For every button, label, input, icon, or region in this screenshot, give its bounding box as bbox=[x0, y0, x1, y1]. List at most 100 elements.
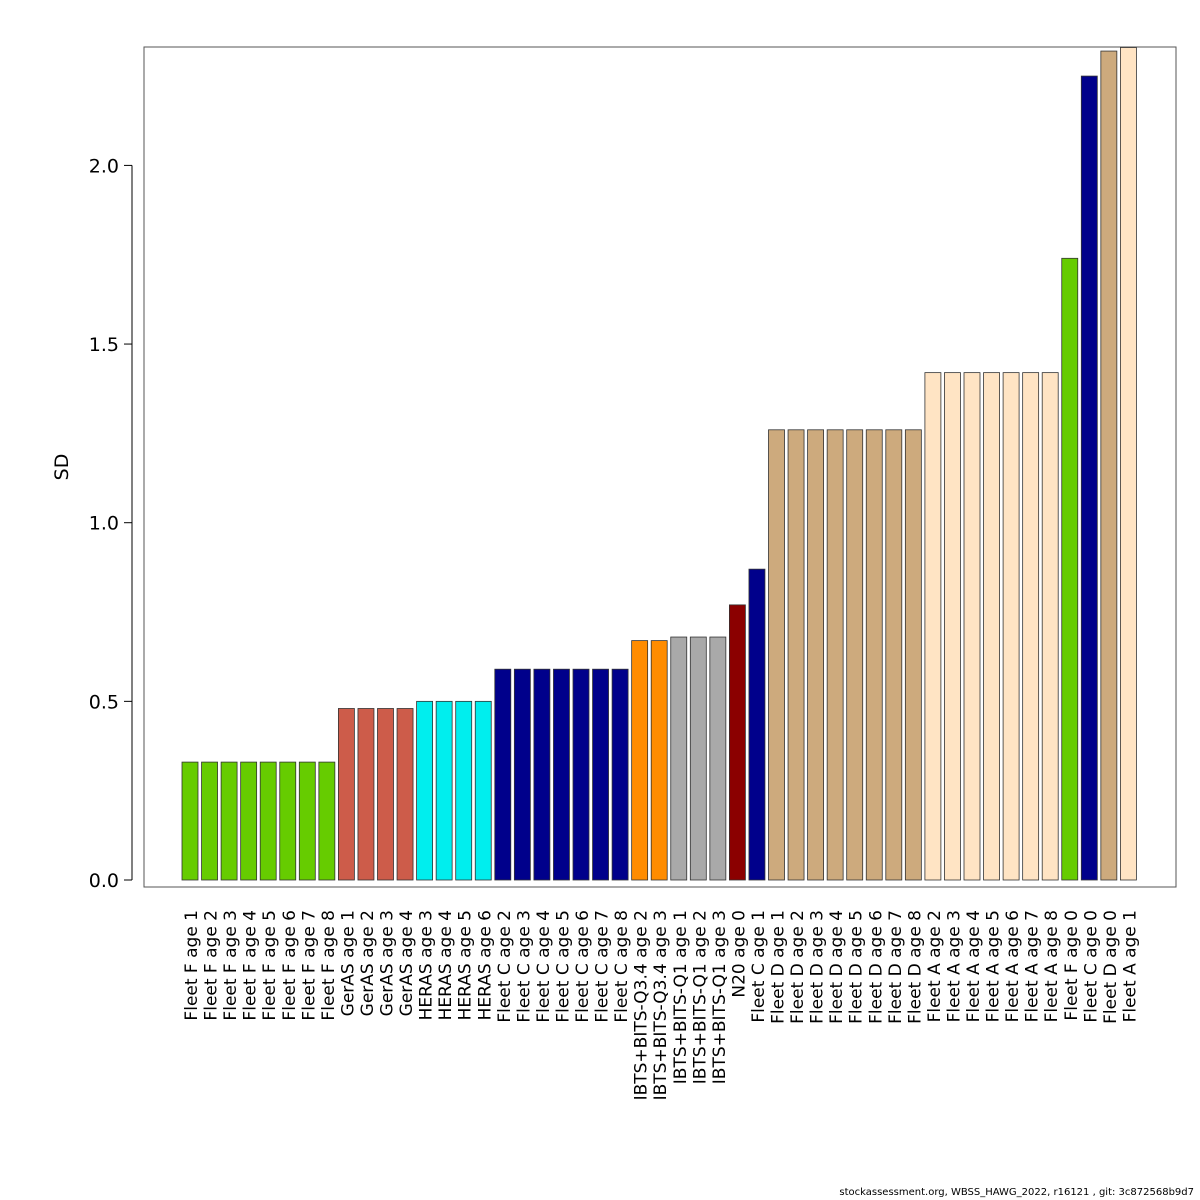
x-tick-label: Fleet C age 5 bbox=[553, 910, 573, 1023]
x-tick-label: Fleet F age 2 bbox=[202, 910, 222, 1021]
bar bbox=[220, 761, 238, 881]
x-tick-label: Fleet A age 4 bbox=[964, 910, 984, 1022]
y-tick-label: 2.0 bbox=[89, 155, 119, 177]
bar bbox=[240, 761, 258, 881]
x-tick-label: Fleet D age 8 bbox=[905, 910, 925, 1024]
bar bbox=[1061, 257, 1079, 881]
bar bbox=[1002, 372, 1020, 881]
x-tick-label: Fleet A age 5 bbox=[984, 910, 1004, 1022]
y-axis: 0.0 0.5 1.0 1.5 2.0 bbox=[89, 155, 133, 892]
x-tick-label: Fleet C age 1 bbox=[749, 910, 769, 1023]
y-tick-label: 0.5 bbox=[89, 691, 119, 713]
bar bbox=[455, 700, 473, 881]
bar bbox=[1120, 47, 1137, 881]
x-tick-label: Fleet D age 4 bbox=[827, 910, 847, 1024]
bar bbox=[1080, 75, 1098, 881]
x-tick-label: Fleet D age 0 bbox=[1101, 910, 1121, 1024]
x-tick-label: Fleet F age 7 bbox=[299, 910, 319, 1021]
bar bbox=[826, 429, 844, 881]
x-tick-label: HERAS age 5 bbox=[456, 910, 476, 1020]
bar bbox=[787, 429, 805, 881]
x-tick-label: IBTS+BITS-Q1 age 3 bbox=[710, 910, 730, 1084]
y-tick-label: 1.0 bbox=[89, 513, 119, 535]
bar bbox=[709, 636, 727, 881]
x-tick-label: Fleet A age 1 bbox=[1120, 910, 1140, 1022]
bar bbox=[924, 372, 942, 881]
bar bbox=[318, 761, 336, 881]
bar bbox=[357, 708, 375, 881]
bar bbox=[885, 429, 903, 881]
x-tick-label: Fleet C age 0 bbox=[1081, 910, 1101, 1023]
bar bbox=[181, 761, 199, 881]
x-tick-label: Fleet D age 5 bbox=[847, 910, 867, 1024]
bar bbox=[572, 668, 590, 881]
y-tick-label: 0.0 bbox=[89, 870, 119, 892]
bar bbox=[631, 640, 649, 881]
bar bbox=[474, 700, 492, 881]
bar bbox=[689, 636, 707, 881]
bar bbox=[670, 636, 688, 881]
x-tick-label: Fleet F age 4 bbox=[241, 910, 261, 1021]
y-tick-label: 1.5 bbox=[89, 334, 119, 356]
x-tick-label: IBTS+BITS-Q3.4 age 2 bbox=[632, 910, 652, 1100]
x-tick-label: HERAS age 6 bbox=[475, 910, 495, 1020]
bar bbox=[748, 568, 766, 881]
bar bbox=[201, 761, 218, 881]
bar bbox=[650, 640, 668, 881]
bar bbox=[377, 708, 394, 881]
x-tick-label: Fleet C age 7 bbox=[593, 910, 613, 1023]
bar bbox=[1100, 50, 1118, 881]
x-tick-label: Fleet C age 2 bbox=[495, 910, 515, 1023]
bar bbox=[1022, 372, 1040, 881]
x-tick-label: HERAS age 4 bbox=[436, 910, 456, 1020]
bar bbox=[533, 668, 551, 881]
bar bbox=[611, 668, 629, 881]
footer-credit: stockassessment.org, WBSS_HAWG_2022, r16… bbox=[839, 1187, 1194, 1198]
x-tick-label: N20 age 0 bbox=[729, 910, 749, 998]
bar bbox=[279, 761, 297, 881]
x-tick-label: Fleet A age 6 bbox=[1003, 910, 1023, 1022]
bar bbox=[807, 429, 824, 881]
bar bbox=[1041, 372, 1059, 881]
x-tick-label: Fleet A age 8 bbox=[1042, 910, 1062, 1022]
y-axis-label: SD bbox=[51, 454, 73, 481]
bar bbox=[396, 708, 414, 881]
x-tick-label: HERAS age 3 bbox=[417, 910, 437, 1020]
x-tick-label: Fleet F age 1 bbox=[182, 910, 202, 1021]
bar bbox=[904, 429, 922, 881]
x-tick-label: Fleet D age 1 bbox=[769, 910, 789, 1024]
bar bbox=[259, 761, 277, 881]
x-tick-label: Fleet F age 5 bbox=[260, 910, 280, 1021]
bar bbox=[944, 372, 961, 881]
x-tick-label: Fleet A age 3 bbox=[944, 910, 964, 1022]
bar bbox=[846, 429, 864, 881]
bar bbox=[337, 708, 355, 881]
bar bbox=[592, 668, 609, 881]
bar bbox=[963, 372, 981, 881]
x-tick-label: GerAS age 4 bbox=[397, 910, 417, 1016]
x-tick-label: GerAS age 3 bbox=[378, 910, 398, 1016]
bar bbox=[865, 429, 883, 881]
x-tick-label: IBTS+BITS-Q3.4 age 3 bbox=[651, 910, 671, 1100]
x-tick-label: Fleet C age 8 bbox=[612, 910, 632, 1023]
x-tick-label: IBTS+BITS-Q1 age 2 bbox=[690, 910, 710, 1084]
x-tick-label: Fleet A age 2 bbox=[925, 910, 945, 1022]
x-tick-label: Fleet D age 6 bbox=[866, 910, 886, 1024]
bar bbox=[513, 668, 531, 881]
x-tick-label: Fleet F age 8 bbox=[319, 910, 339, 1021]
x-tick-label: Fleet C age 3 bbox=[514, 910, 534, 1023]
x-tick-label: GerAS age 2 bbox=[358, 910, 378, 1016]
x-tick-label: IBTS+BITS-Q1 age 1 bbox=[671, 910, 691, 1084]
x-tick-label: Fleet D age 3 bbox=[808, 910, 828, 1024]
x-tick-label: Fleet F age 0 bbox=[1062, 910, 1082, 1021]
x-tick-label: Fleet A age 7 bbox=[1023, 910, 1043, 1022]
x-tick-label: Fleet C age 6 bbox=[573, 910, 593, 1023]
x-tick-label: GerAS age 1 bbox=[338, 910, 358, 1016]
x-tick-label: Fleet F age 3 bbox=[221, 910, 241, 1021]
bar bbox=[729, 604, 746, 881]
x-tick-label: Fleet F age 6 bbox=[280, 910, 300, 1021]
bar bbox=[416, 700, 434, 881]
bar bbox=[494, 668, 512, 881]
